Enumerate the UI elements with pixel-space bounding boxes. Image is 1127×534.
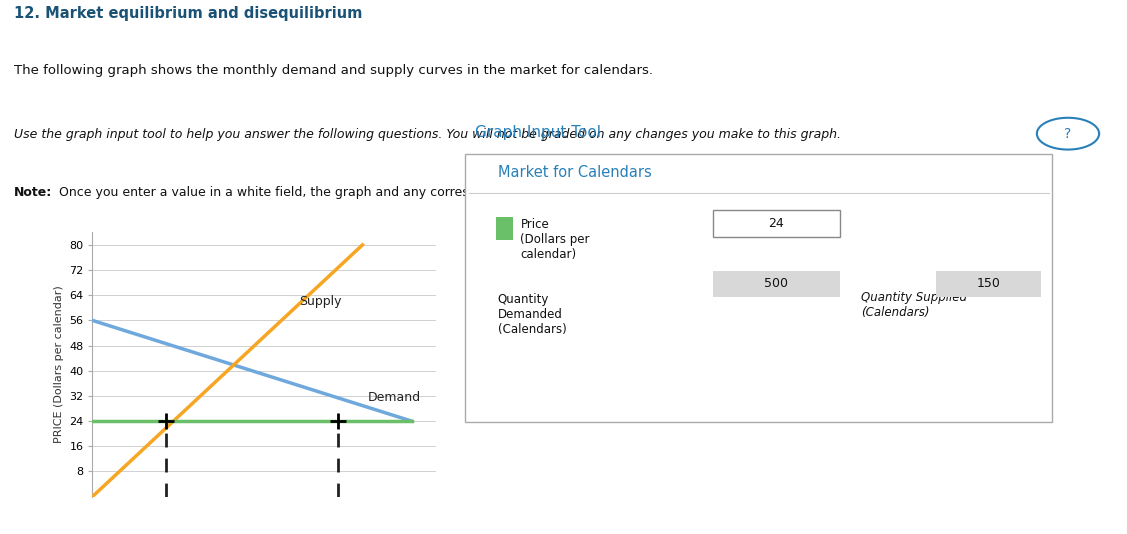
FancyBboxPatch shape <box>496 217 513 240</box>
Text: Graph Input Tool: Graph Input Tool <box>476 125 601 140</box>
FancyBboxPatch shape <box>713 271 840 297</box>
Text: Supply: Supply <box>299 295 341 308</box>
Text: 150: 150 <box>976 278 1000 290</box>
FancyBboxPatch shape <box>465 154 1051 422</box>
FancyBboxPatch shape <box>937 271 1040 297</box>
Y-axis label: PRICE (Dollars per calendar): PRICE (Dollars per calendar) <box>54 286 63 443</box>
Text: ?: ? <box>1064 127 1072 140</box>
Text: 500: 500 <box>764 278 789 290</box>
Text: Market for Calendars: Market for Calendars <box>498 165 651 180</box>
Text: Quantity Supplied
(Calendars): Quantity Supplied (Calendars) <box>861 291 967 319</box>
Text: The following graph shows the monthly demand and supply curves in the market for: The following graph shows the monthly de… <box>14 64 653 77</box>
FancyBboxPatch shape <box>713 210 840 237</box>
Text: Demand: Demand <box>367 391 420 404</box>
Text: 24: 24 <box>769 217 784 230</box>
Text: Price
(Dollars per
calendar): Price (Dollars per calendar) <box>521 218 589 261</box>
Text: Quantity
Demanded
(Calendars): Quantity Demanded (Calendars) <box>498 293 567 335</box>
Text: 12. Market equilibrium and disequilibrium: 12. Market equilibrium and disequilibriu… <box>14 6 362 21</box>
Text: Note:: Note: <box>14 186 52 199</box>
Text: Use the graph input tool to help you answer the following questions. You will no: Use the graph input tool to help you ans… <box>14 128 841 141</box>
Text: Once you enter a value in a white field, the graph and any corresponding amounts: Once you enter a value in a white field,… <box>55 186 845 199</box>
